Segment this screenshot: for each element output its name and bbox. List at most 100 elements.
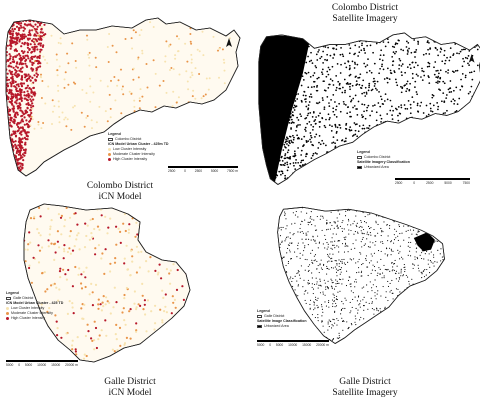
urban-pixel (320, 215, 322, 217)
urban-pixel (296, 177, 299, 179)
urban-pixel (283, 51, 286, 53)
urban-pixel (297, 285, 299, 287)
cluster-dot (32, 98, 35, 101)
urban-pixel (321, 337, 323, 340)
cluster-dot (91, 304, 94, 307)
urban-pixel (456, 152, 459, 155)
cluster-dot (57, 105, 60, 108)
urban-pixel (375, 126, 378, 129)
urban-pixel (444, 59, 447, 62)
urban-pixel (339, 268, 341, 271)
urban-pixel (395, 311, 398, 313)
urban-pixel (332, 233, 334, 235)
urban-pixel (405, 308, 407, 310)
cluster-dot (55, 53, 58, 56)
urban-pixel (393, 221, 395, 223)
urban-pixel (290, 177, 293, 180)
cluster-dot (24, 132, 27, 135)
cluster-dot (59, 216, 63, 219)
cluster-dot (27, 103, 31, 106)
cluster-dot (22, 55, 25, 58)
cluster-dot (78, 248, 81, 251)
urban-pixel (310, 59, 313, 62)
cluster-dot (67, 268, 70, 272)
urban-pixel (372, 51, 374, 54)
cluster-dot (153, 352, 156, 355)
urban-pixel (414, 336, 416, 338)
urban-pixel (325, 144, 327, 147)
urban-pixel (446, 238, 447, 239)
urban-pixel (317, 50, 319, 53)
urban-pixel (438, 142, 441, 145)
urban-pixel (291, 45, 294, 48)
urban-pixel (371, 287, 373, 289)
urban-pixel (447, 72, 449, 74)
urban-pixel (320, 267, 323, 269)
high-dot-icon (6, 317, 9, 320)
urban-pixel (320, 285, 322, 287)
urban-pixel (350, 129, 353, 132)
cluster-dot (9, 62, 12, 65)
cluster-dot (80, 273, 83, 276)
urban-pixel (383, 132, 386, 135)
urban-pixel (330, 247, 332, 249)
urban-pixel (416, 238, 418, 241)
urban-pixel (342, 55, 345, 58)
urban-pixel (335, 233, 337, 235)
urban-pixel (340, 340, 342, 343)
urban-pixel (339, 87, 342, 90)
urban-pixel (291, 93, 293, 96)
urban-pixel (293, 38, 295, 41)
urban-pixel (342, 278, 344, 280)
urban-pixel (309, 321, 312, 323)
cluster-dot (97, 307, 100, 310)
cluster-dot (3, 112, 5, 114)
cluster-dot (152, 59, 155, 62)
urban-pixel (297, 270, 299, 272)
urban-pixel (369, 232, 371, 234)
urban-pixel (319, 284, 321, 286)
urban-pixel (366, 231, 368, 233)
urban-pixel (294, 105, 297, 108)
urban-pixel (330, 211, 332, 213)
urban-pixel (344, 297, 346, 299)
cluster-dot (39, 31, 43, 34)
urban-pixel (360, 253, 362, 255)
urban-pixel (467, 62, 469, 65)
urban-pixel (323, 106, 326, 109)
urban-pixel (457, 157, 460, 159)
cluster-dot (29, 33, 32, 36)
urban-pixel (345, 207, 347, 209)
urban-pixel (390, 289, 392, 292)
cluster-dot (161, 126, 164, 129)
urban-pixel (411, 123, 413, 126)
urban-pixel (275, 101, 278, 104)
cluster-dot (3, 45, 5, 47)
urban-pixel (311, 259, 313, 261)
urban-pixel (278, 258, 280, 260)
urban-pixel (390, 328, 392, 331)
cluster-dot (86, 115, 89, 117)
urban-pixel (407, 276, 409, 278)
urban-pixel (399, 314, 401, 317)
urban-pixel (298, 270, 300, 273)
cluster-dot (134, 346, 137, 349)
urban-pixel (336, 217, 338, 219)
urban-pixel (386, 255, 389, 257)
cluster-dot (153, 225, 156, 228)
cluster-dot (44, 102, 47, 105)
urban-pixel (442, 306, 444, 308)
cluster-dot (4, 105, 6, 107)
urban-pixel (357, 232, 359, 234)
urban-pixel (336, 62, 339, 65)
urban-pixel (300, 223, 302, 225)
urban-pixel (275, 165, 277, 168)
urban-pixel (325, 161, 327, 163)
urban-pixel (314, 254, 317, 256)
urban-pixel (279, 93, 282, 95)
cluster-dot (31, 118, 34, 121)
cluster-dot (6, 134, 8, 137)
cluster-dot (68, 247, 71, 250)
urban-pixel (290, 116, 292, 118)
urban-pixel (350, 286, 352, 288)
